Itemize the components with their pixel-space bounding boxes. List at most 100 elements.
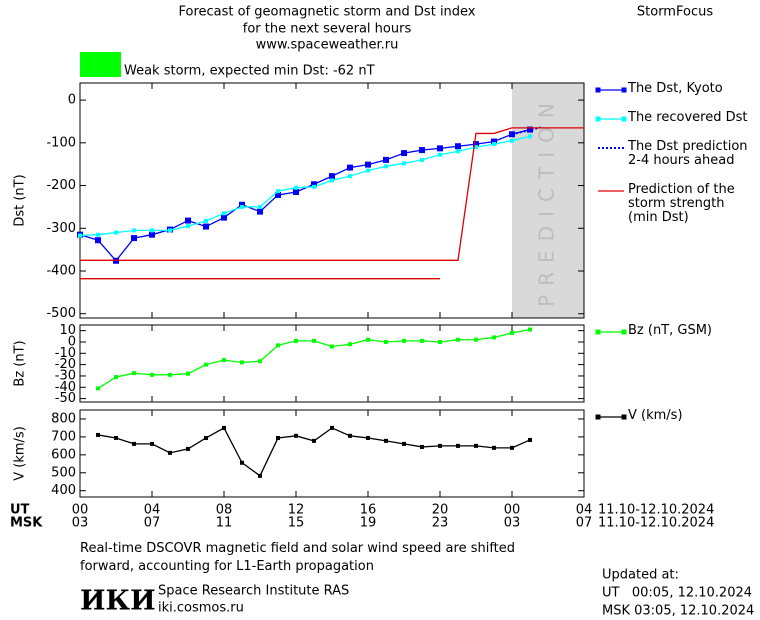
data-point bbox=[276, 435, 280, 440]
data-point bbox=[257, 208, 263, 215]
status-text: Weak storm, expected min Dst: -62 nT bbox=[124, 64, 375, 79]
data-point bbox=[366, 435, 370, 440]
data-point bbox=[348, 342, 352, 347]
y-tick-label: -20 bbox=[55, 357, 76, 372]
x-tick-label: 07 bbox=[144, 516, 161, 531]
data-point bbox=[276, 343, 280, 348]
y-tick-label: -10 bbox=[55, 346, 76, 361]
data-point bbox=[438, 339, 442, 344]
data-point bbox=[150, 441, 154, 446]
series-line bbox=[79, 135, 531, 237]
row-label: MSK bbox=[10, 516, 43, 531]
status-indicator bbox=[80, 52, 121, 77]
x-tick-label: 16 bbox=[360, 503, 377, 518]
data-point bbox=[474, 337, 478, 342]
data-point bbox=[330, 425, 334, 430]
data-point bbox=[510, 138, 514, 143]
data-point bbox=[240, 460, 244, 465]
updated-msk: MSK 03:05, 12.10.2024 bbox=[602, 604, 754, 619]
x-tick-label: 19 bbox=[360, 516, 377, 531]
title-line: for the next several hours bbox=[243, 22, 412, 37]
plot-frame bbox=[79, 409, 585, 498]
data-point bbox=[366, 168, 370, 173]
data-point bbox=[258, 473, 262, 478]
data-point bbox=[293, 188, 299, 195]
logo: ИКИ bbox=[80, 586, 156, 617]
legend-marker bbox=[595, 116, 601, 122]
legend-marker bbox=[621, 414, 627, 420]
data-point bbox=[492, 335, 496, 340]
site: iki.cosmos.ru bbox=[158, 601, 244, 616]
y-axis-label: V (km/s) bbox=[13, 426, 28, 481]
series-line bbox=[97, 328, 531, 389]
legend-label: Bz (nT, GSM) bbox=[628, 323, 713, 338]
data-point bbox=[456, 149, 460, 154]
data-point bbox=[527, 126, 533, 133]
data-point bbox=[473, 141, 479, 148]
data-point bbox=[510, 330, 514, 335]
data-point bbox=[294, 338, 298, 343]
data-point bbox=[366, 337, 370, 342]
data-point bbox=[437, 145, 443, 152]
data-point bbox=[330, 178, 334, 183]
data-point bbox=[294, 185, 298, 190]
data-point bbox=[204, 435, 208, 440]
data-point bbox=[456, 443, 460, 448]
y-tick-label: -30 bbox=[55, 368, 76, 383]
data-point bbox=[329, 173, 335, 180]
legend-marker bbox=[621, 329, 627, 335]
data-point bbox=[149, 231, 155, 238]
data-point bbox=[365, 161, 371, 168]
data-point bbox=[239, 201, 245, 208]
series-line bbox=[511, 126, 542, 136]
legend-label: V (km/s) bbox=[628, 408, 683, 423]
x-tick-label: 03 bbox=[504, 516, 521, 531]
data-point bbox=[294, 433, 298, 438]
legend-marker bbox=[621, 116, 627, 122]
data-point bbox=[95, 237, 101, 244]
data-point bbox=[131, 235, 137, 242]
data-point bbox=[150, 372, 154, 377]
data-point bbox=[203, 223, 209, 230]
x-tick-label: 00 bbox=[72, 503, 89, 518]
prediction-band bbox=[512, 83, 584, 318]
y-tick-label: -200 bbox=[46, 178, 76, 193]
data-point bbox=[114, 375, 118, 380]
footer-note: Real-time DSCOVR magnetic field and sola… bbox=[80, 541, 516, 574]
data-point bbox=[96, 232, 100, 237]
data-point bbox=[384, 438, 388, 443]
data-point bbox=[420, 444, 424, 449]
data-point bbox=[347, 164, 353, 171]
y-tick-label: -50 bbox=[55, 391, 76, 406]
row-label: UT bbox=[10, 503, 30, 518]
data-point bbox=[222, 211, 226, 216]
updated-ut: UT 00:05, 12.10.2024 bbox=[602, 586, 752, 601]
data-point bbox=[204, 219, 208, 224]
data-point bbox=[348, 433, 352, 438]
data-point bbox=[96, 432, 100, 437]
y-tick-label: 10 bbox=[59, 323, 76, 338]
data-point bbox=[383, 156, 389, 163]
title-line: www.spaceweather.ru bbox=[256, 38, 399, 53]
data-point bbox=[222, 425, 226, 430]
x-tick-label: 04 bbox=[144, 503, 161, 518]
data-point bbox=[96, 386, 100, 391]
y-axis-label: Dst (nT) bbox=[13, 174, 28, 226]
y-tick-label: 800 bbox=[51, 411, 76, 426]
data-point bbox=[78, 233, 82, 238]
data-point bbox=[132, 228, 136, 233]
data-point bbox=[402, 338, 406, 343]
y-tick-label: 0 bbox=[68, 334, 76, 349]
x-tick-label: 08 bbox=[216, 503, 233, 518]
legend-marker bbox=[595, 329, 601, 335]
data-point bbox=[528, 327, 532, 332]
institute: Space Research Institute RAS bbox=[158, 584, 349, 599]
data-point bbox=[204, 362, 208, 367]
y-tick-label: 700 bbox=[51, 429, 76, 444]
x-tick-label: 11 bbox=[216, 516, 233, 531]
x-tick-label: 23 bbox=[432, 516, 449, 531]
data-point bbox=[185, 217, 191, 224]
data-point bbox=[474, 145, 478, 150]
y-axis-label: Bz (nT) bbox=[13, 340, 28, 386]
